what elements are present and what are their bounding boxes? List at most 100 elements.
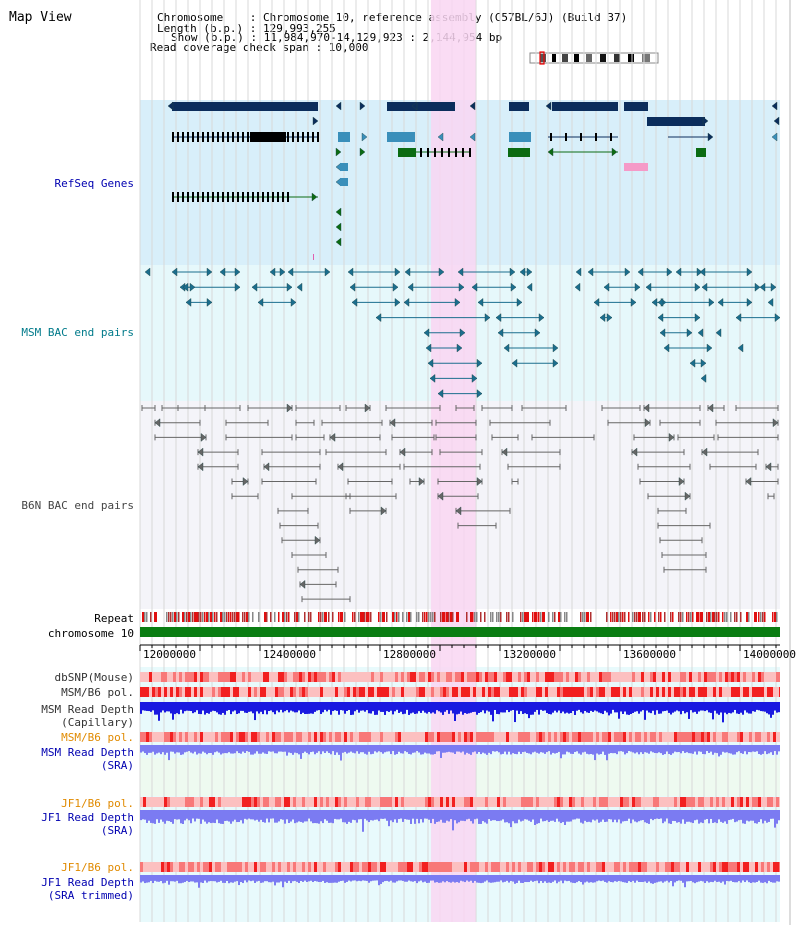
jf1-b6-pol-cell [482,797,485,807]
jf1-depth-sra-bar [442,810,444,823]
msm-depth-capillary-bar [698,702,700,712]
feature-arrow [411,101,418,111]
bac-end-marker [471,282,478,292]
msm-depth-sra-bar [738,745,740,752]
refseq-genes-label[interactable]: RefSeq Genes [54,177,134,190]
msm-b6-pol-cell [254,687,257,697]
jf1-b6-pol-trimmed-cell [581,862,584,872]
jf1-b6-pol-cell [284,797,287,807]
dbsnp-cell [275,672,278,682]
jf1-depth-sra-bar [238,810,240,823]
msm-depth-capillary-bar [522,702,524,714]
msm-b6-pol-cell [173,687,176,697]
jf1-depth-sra-bar [176,810,178,820]
msm-b6-pol-sra-cell [524,732,527,742]
msm-b6-pol-sra-cell [629,732,632,742]
gene-exon [187,132,189,142]
msm-depth-capillary-bar [542,702,544,711]
gene-exon [202,192,204,202]
jf1-b6-pol-cell [371,797,374,807]
msm-b6-pol-sra-cell [740,732,743,742]
msm-b6-pol-cell [284,687,287,697]
msm-depth-capillary-bar [374,702,376,715]
b6n-bac-label[interactable]: B6N BAC end pairs [21,499,134,512]
jf1-b6-pol-trimmed-cell [212,862,215,872]
msm-depth-sra-bar [354,745,356,754]
jf1-depth-sra-bar [202,810,204,820]
jf1-depth-sra-bar [248,810,250,819]
msm-b6-pol-cell [746,687,749,697]
msm-depth-capillary-bar [488,702,490,712]
msm-b6-pol-cell [233,687,236,697]
jf1-b6-pol-cell [338,797,341,807]
jf1-b6-pol-cell [770,797,773,807]
jf1-depth-trimmed-bar [166,875,168,881]
repeat-element [286,612,288,622]
gene-block [624,163,648,171]
msm-b6-pol-cell [524,687,527,697]
jf1-depth-sra-bar [322,810,324,824]
repeat-element [532,612,534,622]
jf1-depth-trimmed-bar [174,875,176,882]
repeat-element [198,612,200,622]
msm-bac-label[interactable]: MSM BAC end pairs [21,326,134,339]
msm-depth-sra-bar [560,745,562,759]
jf1-b6-pol-trimmed-cell [185,862,188,872]
bac-end-marker [707,403,714,413]
jf1-depth-sra-bar [254,810,256,821]
jf1-b6-pol-trimmed-cell [446,862,449,872]
msm-depth-capillary-bar [468,702,470,714]
msm-depth-sra-bar [334,745,336,755]
msm-b6-pol-sra-cell [698,732,701,742]
jf1-depth-sra-bar [170,810,172,822]
msm-depth-capillary-bar [678,702,680,712]
jf1-depth-sra-bar [404,810,406,820]
repeat-element [490,612,492,622]
bac-end-marker [337,462,344,472]
msm-depth-sra-bar [528,745,530,754]
repeat-element [718,612,720,622]
msm-b6-pol-sra-cell [398,732,401,742]
msm-depth-capillary-bar [322,702,324,713]
gene-exon [282,192,284,202]
msm-depth-capillary-bar [432,702,434,713]
repeat-element [682,612,684,622]
msm-depth-sra-bar [306,745,308,753]
jf1-b6-pol-cell [761,797,764,807]
msm-depth-capillary-bar [324,702,326,710]
msm-b6-pol-sra-cell [428,732,431,742]
msm-depth-sra-bar [770,745,772,753]
msm-b6-pol-sra-cell [461,732,464,742]
msm-depth-capillary-bar [740,702,742,713]
msm-depth-capillary-bar [396,702,398,710]
feature-arrow [707,132,714,142]
repeat-element [706,612,708,622]
jf1-b6-pol-trimmed-cell [764,862,767,872]
dbsnp-cell [218,672,221,682]
msm-depth-capillary-bar [646,702,648,711]
msm-b6-pol-cell [329,687,332,697]
jf1-depth-sra-bar [672,810,674,821]
jf1-b6-pol-cell [278,797,281,807]
msm-b6-pol-cell [509,687,512,697]
msm-b6-pol-sra-cell [527,732,530,742]
jf1-depth-trimmed-bar [462,875,464,882]
msm-b6-pol-sra-cell [437,732,440,742]
msm-b6-pol-sra-cell [359,732,362,742]
bac-end-marker [593,297,600,307]
jf1-depth-sra-bar [242,810,244,824]
msm-b6-pol-sra-cell [614,732,617,742]
jf1-depth-sra-bar [488,810,490,820]
jf1-depth-sra-bar [286,810,288,820]
jf1-b6-pol-cell [215,797,218,807]
axis-tick-label: 12000000 [143,648,196,661]
jf1-depth-trimmed-bar [216,875,218,883]
repeat-element [480,612,482,622]
jf1-b6-pol-trimmed-cell [140,862,143,872]
msm-b6-pol-cell [641,687,644,697]
msm-b6-pol-cell [458,687,461,697]
msm-b6-pol-cell [344,687,347,697]
repeat-element [246,612,249,622]
